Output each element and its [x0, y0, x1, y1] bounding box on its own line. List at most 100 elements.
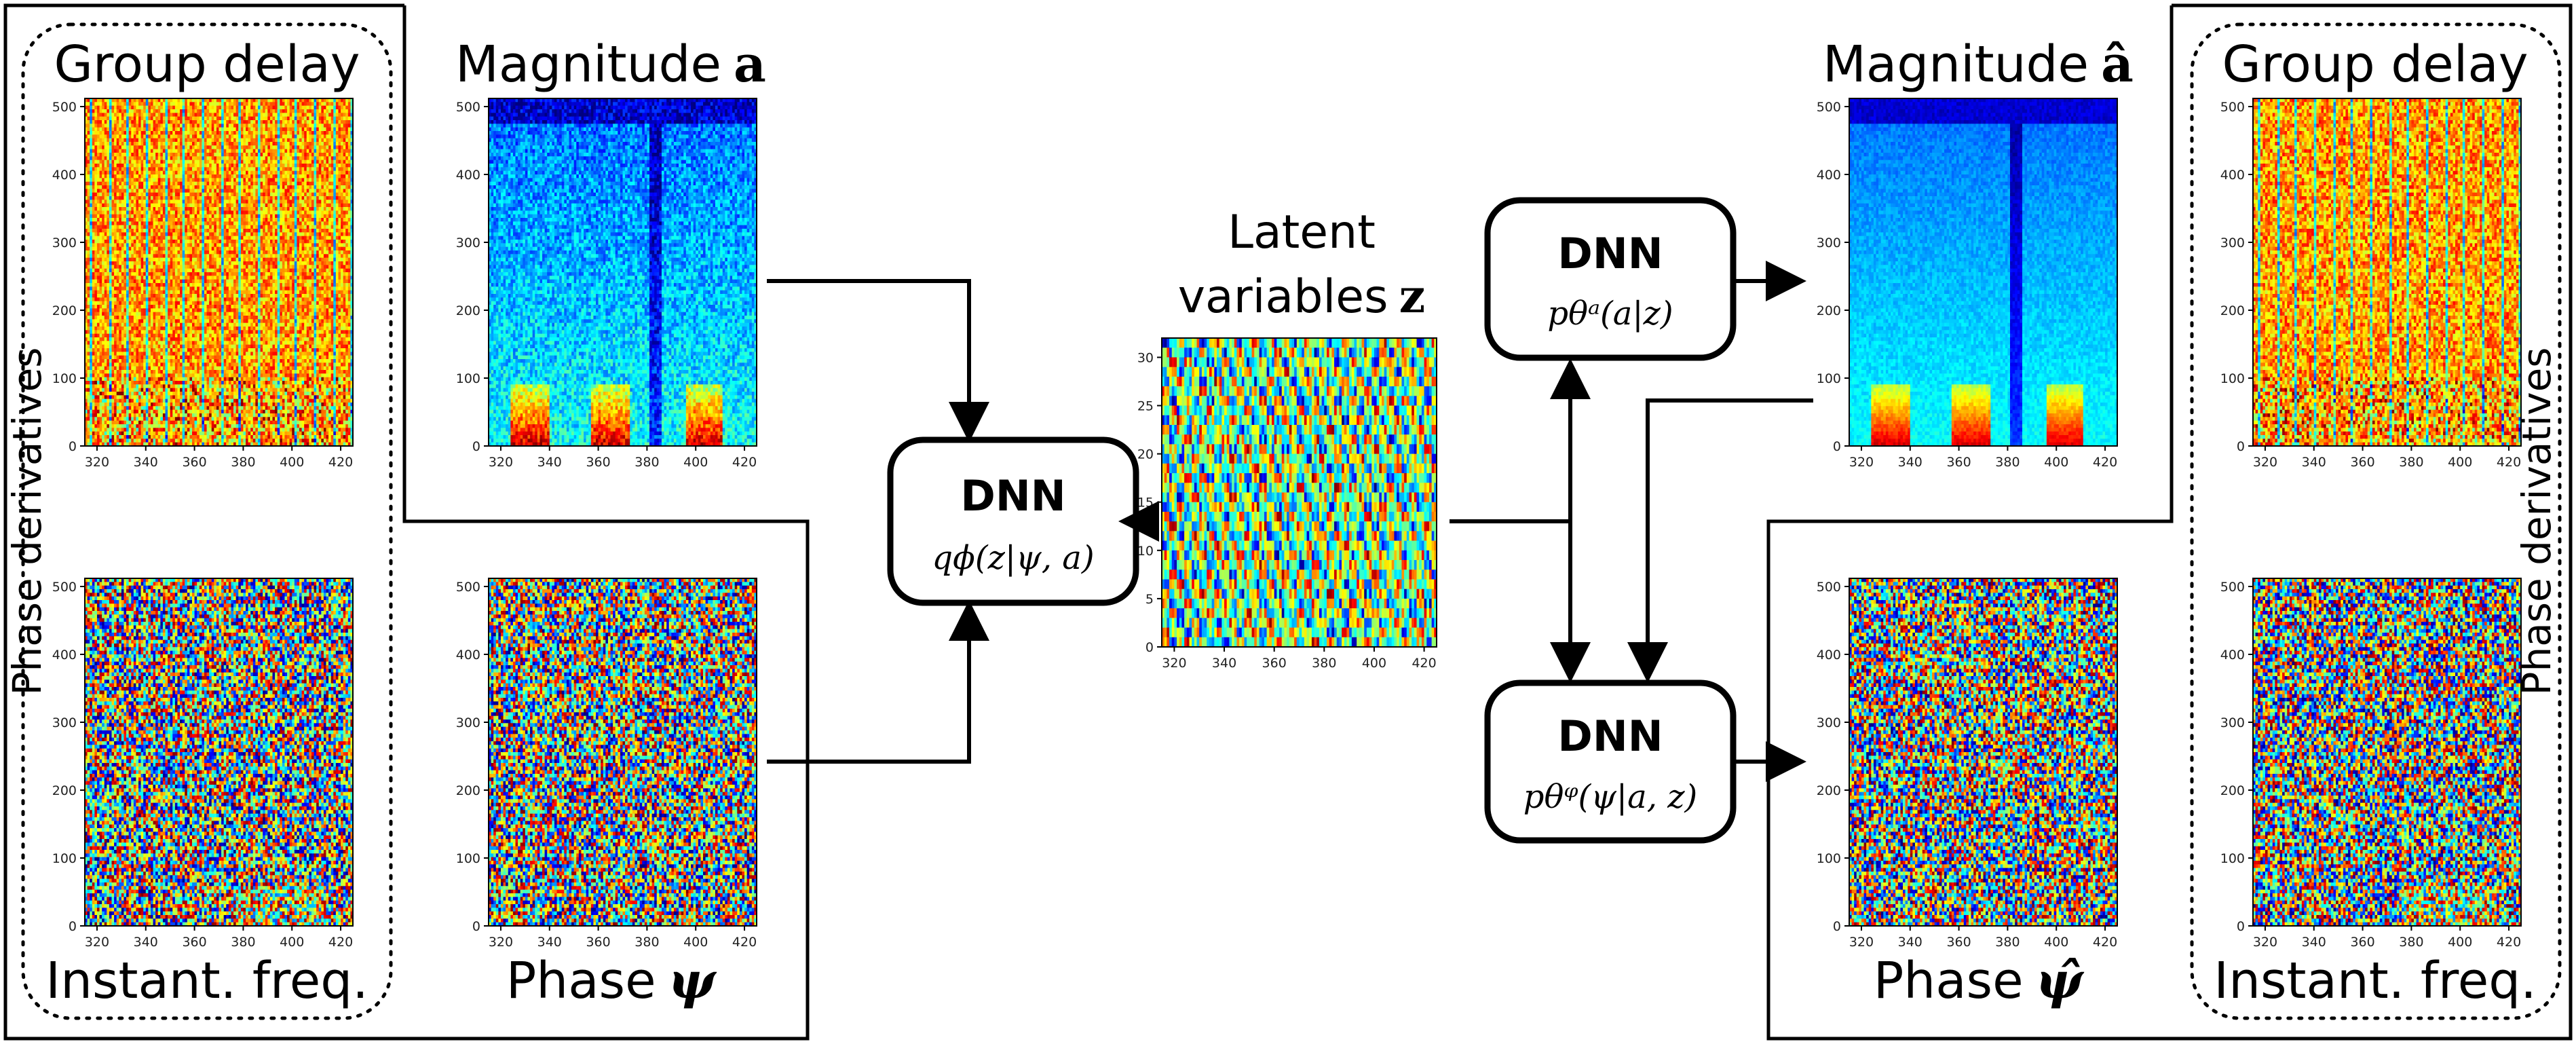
heatmap-cell: [131, 109, 134, 113]
heatmap-cell: [304, 153, 307, 157]
heatmap-cell: [248, 149, 251, 153]
heatmap-cell: [284, 102, 287, 106]
heatmap-cell: [236, 160, 239, 164]
heatmap-cell: [88, 145, 90, 149]
heatmap-cell: [231, 128, 233, 132]
heatmap-cell: [219, 145, 222, 149]
heatmap-cell: [331, 106, 334, 110]
heatmap-cell: [114, 117, 117, 121]
heatmap-cell: [143, 128, 146, 132]
heatmap-cell: [253, 164, 256, 168]
heatmap-cell: [146, 134, 149, 138]
heatmap-cell: [324, 117, 326, 121]
heatmap-cell: [250, 153, 253, 157]
heatmap-cell: [338, 156, 341, 160]
heatmap-cell: [126, 142, 129, 146]
heatmap-cell: [129, 149, 132, 153]
heatmap-cell: [209, 153, 212, 157]
heatmap-cell: [253, 153, 256, 157]
heatmap-cell: [275, 117, 278, 121]
heatmap-cell: [192, 164, 195, 168]
heatmap-cell: [253, 117, 256, 121]
heatmap-cell: [126, 117, 129, 121]
heatmap-cell: [284, 109, 287, 113]
heatmap-cell: [299, 131, 302, 135]
heatmap-cell: [270, 145, 273, 149]
heatmap-cell: [287, 142, 290, 146]
heatmap-cell: [126, 113, 129, 117]
heatmap-cell: [177, 149, 180, 153]
heatmap-cell: [263, 156, 265, 160]
heatmap-cell: [148, 134, 151, 138]
heatmap-cell: [207, 138, 210, 143]
heatmap-cell: [219, 124, 222, 128]
heatmap-cell: [250, 138, 253, 143]
heatmap-cell: [343, 138, 346, 143]
heatmap-cell: [267, 134, 270, 138]
heatmap-cell: [107, 138, 109, 143]
heatmap-cell: [204, 156, 207, 160]
heatmap-cell: [224, 102, 227, 106]
heatmap-cell: [143, 117, 146, 121]
heatmap-cell: [180, 160, 183, 164]
heatmap-cell: [263, 106, 265, 110]
heatmap-cell: [119, 128, 121, 132]
heatmap-cell: [326, 149, 329, 153]
heatmap-cell: [90, 134, 92, 138]
heatmap-cell: [345, 138, 348, 143]
heatmap-cell: [284, 113, 287, 117]
heatmap-cell: [117, 131, 119, 135]
heatmap-cell: [236, 113, 239, 117]
heatmap-cell: [166, 117, 168, 121]
heatmap-cell: [250, 156, 253, 160]
heatmap-cell: [202, 149, 204, 153]
heatmap-cell: [105, 113, 107, 117]
heatmap-cell: [200, 142, 202, 146]
heatmap-cell: [105, 102, 107, 106]
heatmap-cell: [304, 156, 307, 160]
heatmap-cell: [333, 120, 336, 124]
heatmap-cell: [261, 120, 263, 124]
heatmap-cell: [136, 149, 138, 153]
heatmap-cell: [202, 113, 204, 117]
heatmap-cell: [219, 120, 222, 124]
heatmap-cell: [238, 106, 241, 110]
heatmap-cell: [319, 124, 322, 128]
heatmap-cell: [107, 153, 109, 157]
heatmap-cell: [295, 149, 297, 153]
heatmap-cell: [314, 102, 317, 106]
heatmap-cell: [299, 117, 302, 121]
heatmap-cell: [155, 109, 158, 113]
heatmap-cell: [243, 164, 246, 168]
heatmap-cell: [121, 149, 124, 153]
heatmap-cell: [146, 117, 149, 121]
heatmap-cell: [328, 164, 331, 168]
heatmap-cell: [253, 109, 256, 113]
heatmap-cell: [236, 134, 239, 138]
heatmap-cell: [109, 160, 112, 164]
heatmap-cell: [231, 149, 233, 153]
heatmap-cell: [204, 138, 207, 143]
heatmap-cell: [273, 128, 276, 132]
heatmap-cell: [253, 145, 256, 149]
heatmap-cell: [121, 106, 124, 110]
heatmap-cell: [185, 153, 187, 157]
heatmap-cell: [253, 113, 256, 117]
heatmap-cell: [129, 134, 132, 138]
heatmap-cell: [238, 138, 241, 143]
heatmap-cell: [297, 117, 299, 121]
heatmap-cell: [195, 142, 197, 146]
heatmap-cell: [180, 142, 183, 146]
heatmap-cell: [175, 109, 178, 113]
heatmap-cell: [236, 106, 239, 110]
heatmap-cell: [134, 102, 136, 106]
heatmap-cell: [183, 142, 185, 146]
heatmap-cell: [202, 120, 204, 124]
heatmap-cell: [114, 134, 117, 138]
heatmap-cell: [151, 153, 153, 157]
heatmap-cell: [160, 156, 163, 160]
heatmap-cell: [160, 160, 163, 164]
heatmap-cell: [143, 145, 146, 149]
heatmap-cell: [328, 106, 331, 110]
heatmap-cell: [192, 134, 195, 138]
